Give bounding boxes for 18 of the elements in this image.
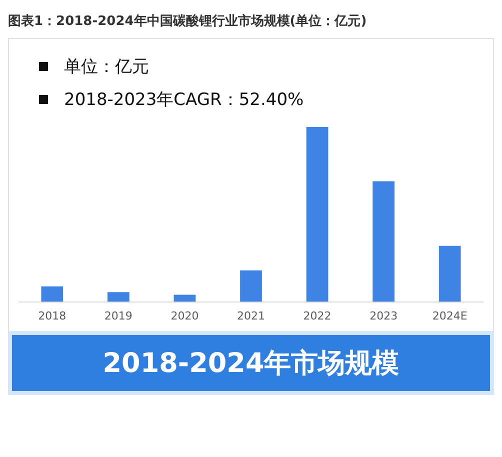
- bar: [107, 292, 130, 302]
- x-tick-label: 2022: [303, 309, 332, 322]
- bar: [240, 270, 262, 302]
- bar: [438, 246, 461, 302]
- text: 2018-2024年市场规模: [8, 331, 494, 395]
- bar: [174, 294, 196, 302]
- text: 2018-2023年CAGR：52.40%: [64, 89, 304, 111]
- x-tick-label: 2019: [104, 309, 132, 322]
- x-tick-label: 2020: [170, 309, 199, 322]
- chart-title: 图表1：2018-2024年中国碳酸锂行业市场规模(单位：亿元): [8, 12, 368, 31]
- x-tick-label: 2018: [38, 309, 66, 322]
- text: 单位：亿元: [64, 56, 149, 78]
- x-tick-label: 2021: [237, 309, 265, 322]
- x-tick-label: 2024E: [432, 309, 468, 322]
- bar: [372, 181, 395, 302]
- bar: [306, 127, 328, 302]
- x-tick-label: 2023: [370, 309, 398, 322]
- bar: [41, 286, 64, 302]
